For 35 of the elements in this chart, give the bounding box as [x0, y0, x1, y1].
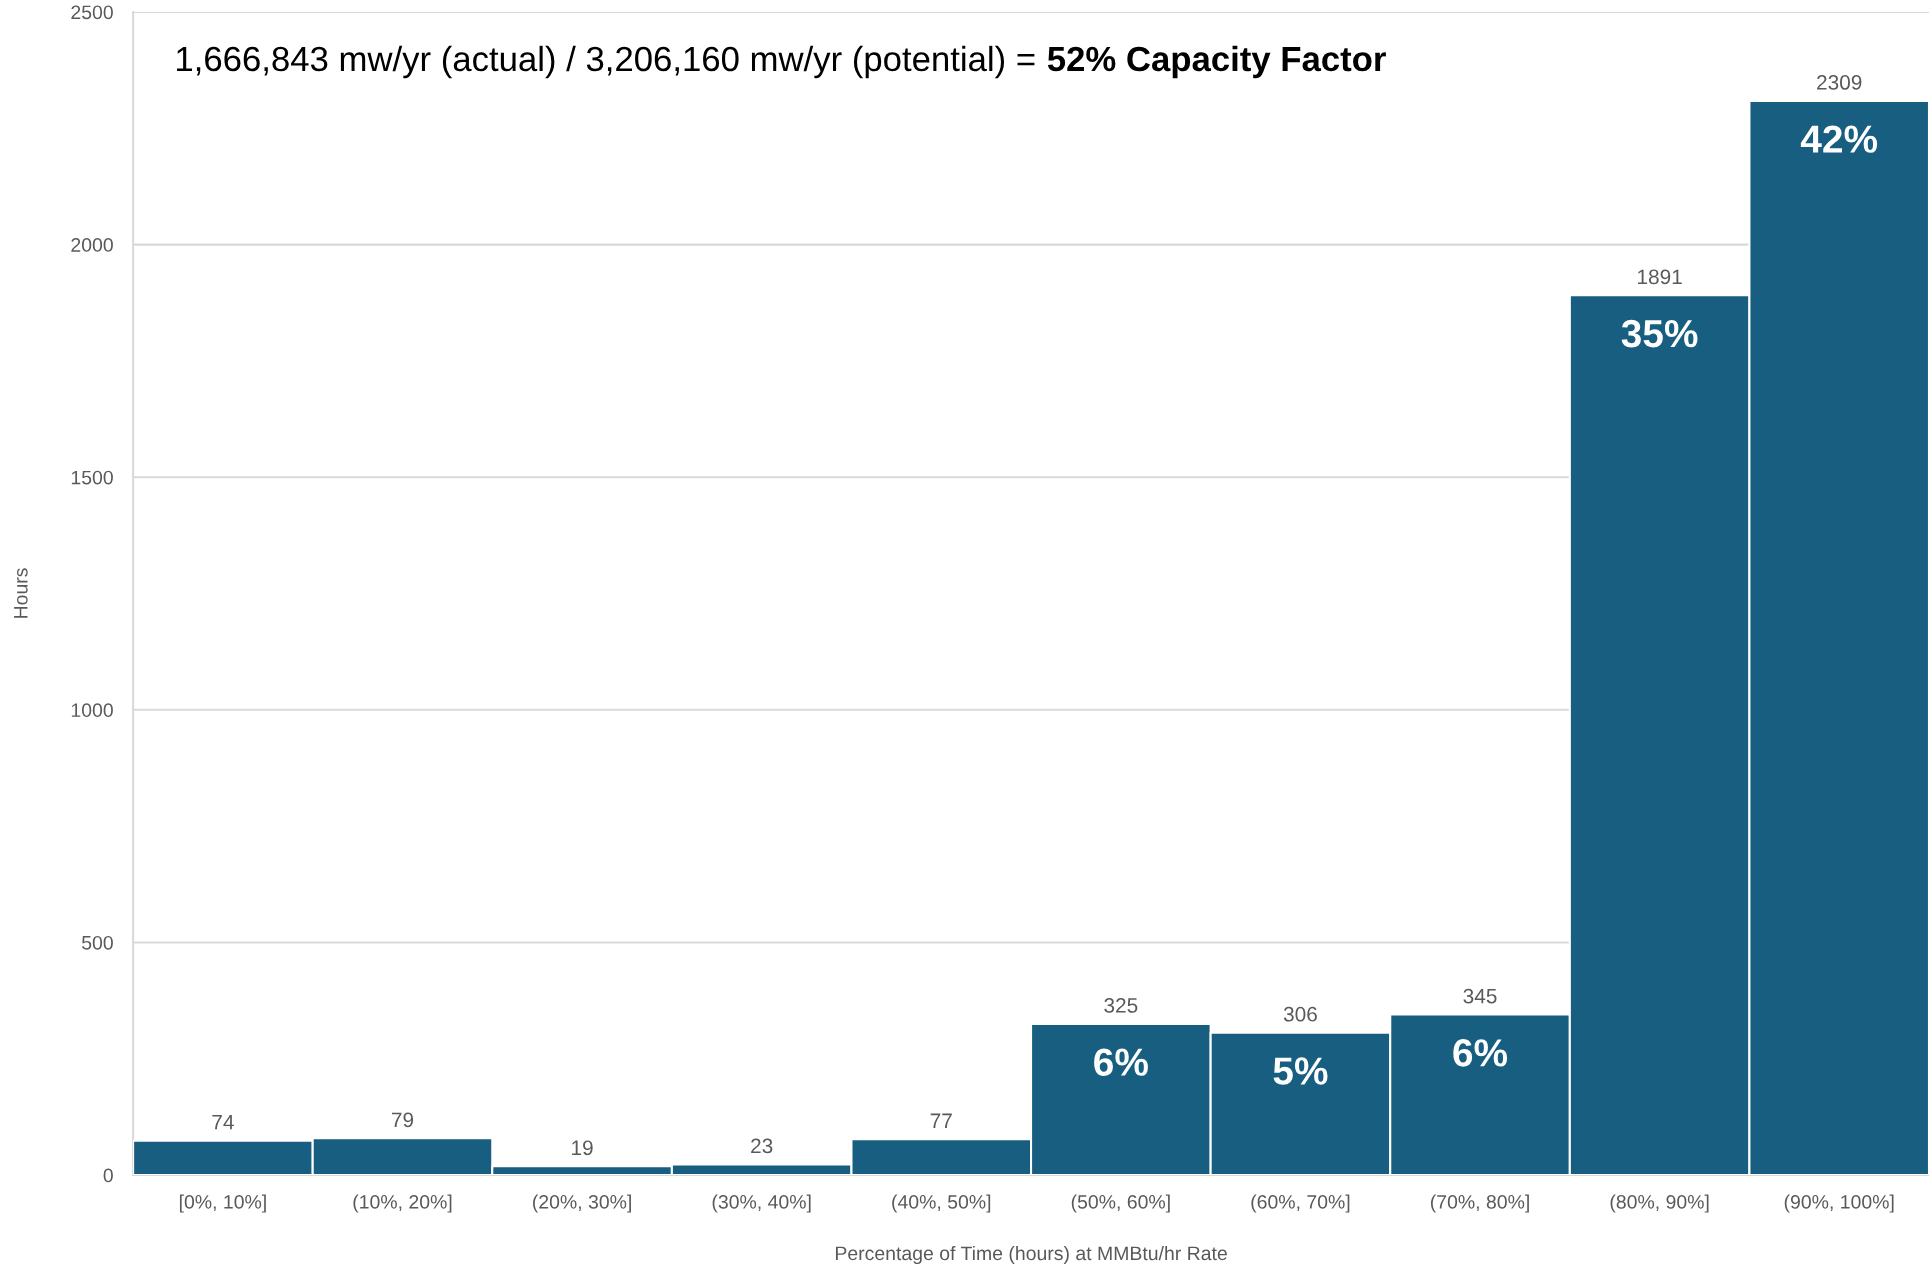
x-tick-label: (90%, 100%] [1784, 1194, 1894, 1213]
data-label: 1891 [1638, 269, 1682, 285]
x-tick-label: (40%, 50%] [892, 1194, 991, 1213]
annotation: 5% [1273, 1057, 1328, 1085]
data-label: 2309 [1817, 75, 1862, 90]
y-tick-label: 1500 [71, 470, 113, 485]
y-tick-label: 1000 [71, 703, 113, 718]
x-tick-label: (10%, 20%] [353, 1194, 452, 1213]
data-label: 345 [1463, 988, 1497, 1004]
y-tick-label: 2000 [71, 238, 113, 252]
x-axis-title: Percentage of Time (hours) at MMBtu/hr Rate [835, 1245, 1227, 1265]
x-tick-label: (30%, 40%] [712, 1194, 811, 1213]
y-tick-label: 2500 [71, 5, 113, 20]
x-tick-label: [0%, 10%] [179, 1194, 266, 1213]
y-axis-title: Hours [14, 568, 28, 618]
data-label: 19 [572, 1140, 593, 1156]
annotation: 6% [1094, 1048, 1148, 1076]
data-label: 77 [930, 1113, 952, 1128]
x-tick-label: (20%, 30%] [533, 1194, 631, 1213]
data-label: 325 [1104, 998, 1138, 1013]
y-tick-label: 0 [103, 1168, 113, 1183]
annotation: 6% [1453, 1039, 1508, 1067]
x-tick-label: (80%, 90%] [1610, 1194, 1709, 1213]
annotation: 35% [1621, 319, 1698, 348]
annotation: 42% [1800, 125, 1878, 153]
x-tick-label: (60%, 70%] [1251, 1194, 1350, 1213]
y-tick-label: 500 [82, 935, 113, 950]
data-label: 306 [1283, 1006, 1317, 1022]
data-label: 74 [212, 1115, 234, 1130]
x-tick-label: (70%, 80%] [1430, 1194, 1529, 1213]
annotation: 1,666,843 mw/yr (actual) / 3,206,160 mw/yr (potential) = [177, 45, 1035, 79]
data-label: 79 [391, 1112, 414, 1128]
data-label: 23 [751, 1138, 773, 1154]
annotation: 52% Capacity Factor [1047, 45, 1386, 79]
x-tick-label: (50%, 60%] [1071, 1194, 1170, 1213]
